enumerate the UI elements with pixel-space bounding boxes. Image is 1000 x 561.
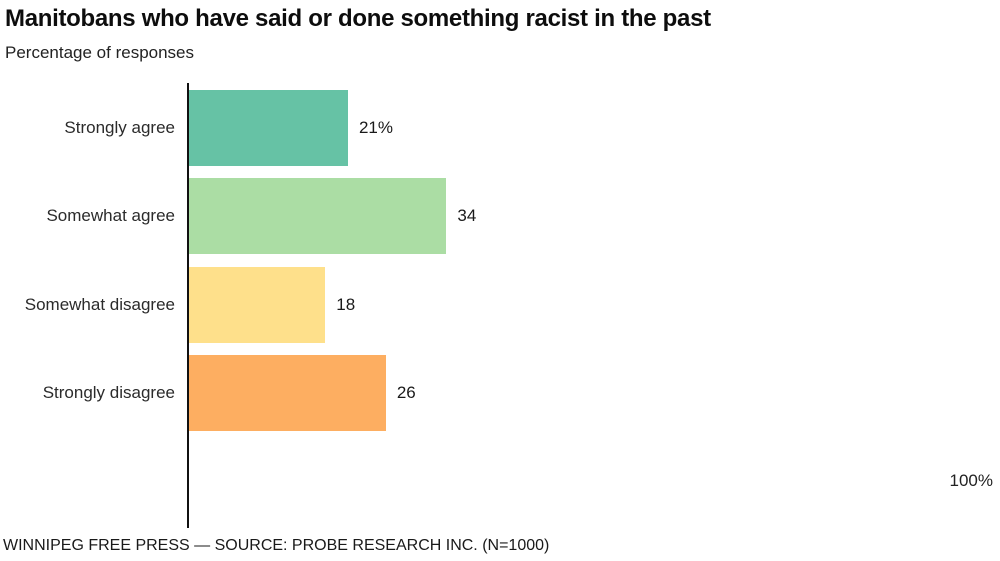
chart-subtitle: Percentage of responses <box>5 43 195 62</box>
bar <box>189 354 386 431</box>
bar <box>189 90 348 166</box>
value-label: 21% <box>358 118 393 137</box>
y-axis-line <box>187 83 189 528</box>
bar-row: Somewhat disagree 18 <box>0 266 1000 343</box>
value-label: 34 <box>457 206 477 226</box>
bar <box>189 178 447 255</box>
bar-row: Strongly agree 21% <box>0 90 1000 166</box>
bar <box>189 266 326 343</box>
category-label: Strongly disagree <box>42 382 175 402</box>
value-label: 18 <box>336 294 356 314</box>
value-label: 26 <box>396 382 416 402</box>
chart-title: Manitobans who have said or done somethi… <box>5 5 711 32</box>
x-axis-tick-100: 100% <box>949 471 993 490</box>
bar-row: Somewhat agree 34 <box>0 178 1000 255</box>
bar-row: Strongly disagree 26 <box>0 354 1000 431</box>
category-label: Somewhat disagree <box>24 294 175 314</box>
category-label: Somewhat agree <box>46 206 175 226</box>
source-credit: WINNIPEG FREE PRESS — SOURCE: PROBE RESE… <box>3 537 550 554</box>
category-label: Strongly agree <box>64 118 175 137</box>
